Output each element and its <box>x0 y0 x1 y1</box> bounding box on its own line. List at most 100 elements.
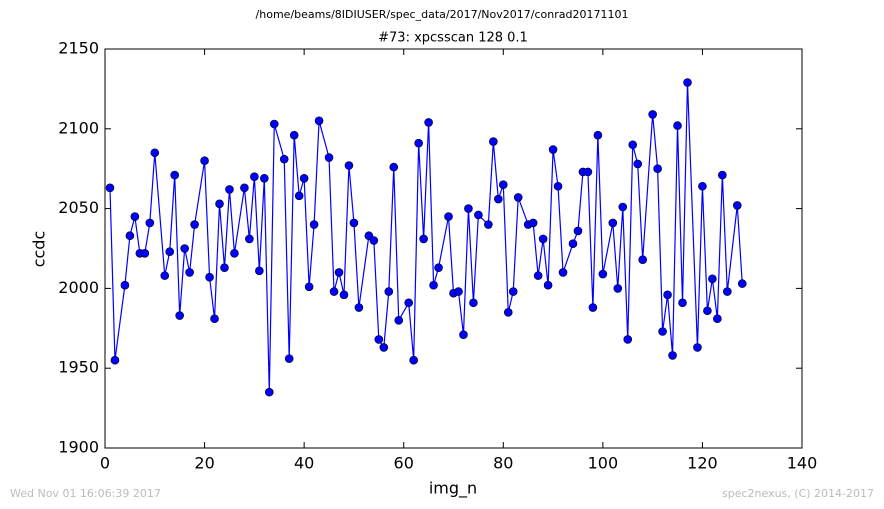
data-point <box>658 327 667 336</box>
y-tick-label: 2100 <box>58 118 99 137</box>
data-point <box>713 314 722 324</box>
data-point <box>568 239 578 249</box>
data-point <box>299 173 309 183</box>
data-point <box>573 226 583 236</box>
data-point <box>264 387 274 397</box>
data-point <box>314 116 324 126</box>
data-point <box>334 268 344 277</box>
data-point <box>309 220 319 229</box>
data-point <box>279 154 289 164</box>
data-point <box>349 218 359 228</box>
data-point <box>693 343 702 352</box>
data-point <box>508 287 518 296</box>
suptitle: /home/beams/8IDIUSER/spec_data/2017/Nov2… <box>256 8 629 21</box>
data-point <box>205 272 214 282</box>
data-point <box>240 183 249 193</box>
data-point <box>484 220 493 229</box>
footer-right: spec2nexus, (C) 2014-2017 <box>722 487 874 500</box>
data-point <box>190 220 199 229</box>
data-point <box>708 274 717 284</box>
data-point <box>140 248 150 258</box>
data-point <box>513 193 523 202</box>
data-line <box>109 82 743 393</box>
data-point <box>354 303 364 312</box>
data-point <box>459 330 468 339</box>
data-point <box>593 130 603 140</box>
data-point <box>329 287 339 296</box>
y-tick-label: 2000 <box>58 278 99 297</box>
data-point <box>185 268 194 277</box>
footer-left: Wed Nov 01 16:06:39 2017 <box>10 487 161 500</box>
data-point <box>598 269 608 279</box>
data-point <box>543 280 553 290</box>
data-point <box>474 210 483 220</box>
data-point <box>304 282 314 292</box>
data-point <box>638 255 647 264</box>
data-point <box>125 231 135 241</box>
data-point <box>120 280 130 290</box>
data-point <box>389 162 399 172</box>
data-point <box>528 218 538 228</box>
data-point <box>503 308 513 317</box>
data-point <box>165 247 175 256</box>
data-point <box>703 306 712 316</box>
data-point <box>215 199 224 209</box>
data-point <box>145 218 155 228</box>
data-point <box>723 287 732 296</box>
data-point <box>613 284 623 293</box>
y-tick-label: 2150 <box>58 39 99 58</box>
data-point <box>374 335 384 344</box>
data-point <box>633 159 643 169</box>
data-point <box>454 287 463 296</box>
data-point <box>394 316 404 325</box>
y-axis-label: ccdc <box>30 231 49 268</box>
data-point <box>245 234 254 244</box>
x-tick-label: 40 <box>294 454 314 473</box>
x-tick-label: 60 <box>394 454 414 473</box>
x-tick-label: 140 <box>787 454 818 473</box>
data-point <box>683 78 692 87</box>
data-point <box>220 263 229 272</box>
data-point <box>200 156 209 166</box>
data-point <box>284 354 294 363</box>
data-point <box>538 234 548 244</box>
x-tick-label: 0 <box>100 454 110 473</box>
data-point <box>379 343 389 352</box>
data-point <box>324 153 334 162</box>
data-point <box>414 138 423 148</box>
data-point <box>737 279 747 288</box>
data-point <box>230 248 239 258</box>
x-tick-label: 80 <box>493 454 513 473</box>
data-point <box>469 298 478 308</box>
data-point <box>225 185 234 194</box>
data-point <box>105 183 115 193</box>
data-point <box>668 351 677 360</box>
data-point <box>489 137 498 146</box>
data-point <box>434 263 443 272</box>
data-point <box>498 180 508 189</box>
x-axis-label: img_n <box>429 479 477 499</box>
data-point <box>294 191 304 201</box>
data-point <box>464 204 473 213</box>
data-point <box>558 268 568 277</box>
data-point <box>404 298 413 308</box>
data-point <box>698 181 707 191</box>
data-point <box>269 119 279 129</box>
data-point <box>588 303 598 312</box>
data-point <box>369 236 379 245</box>
data-point <box>250 172 259 181</box>
x-tick-label: 100 <box>588 454 619 473</box>
data-point <box>384 287 394 296</box>
y-tick-label: 1900 <box>58 438 99 457</box>
data-point <box>673 121 682 130</box>
data-point <box>419 234 428 244</box>
data-point <box>150 148 160 158</box>
data-point <box>663 290 672 300</box>
data-point <box>424 118 433 127</box>
data-point <box>494 194 503 204</box>
data-point <box>533 271 543 280</box>
data-point <box>429 280 438 290</box>
data-point <box>170 170 179 180</box>
data-point <box>718 170 727 180</box>
